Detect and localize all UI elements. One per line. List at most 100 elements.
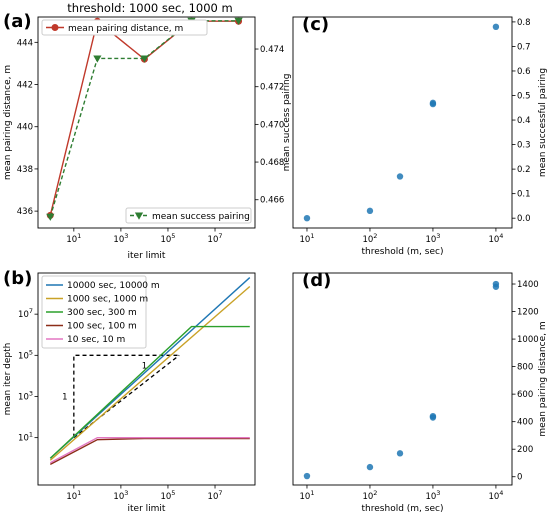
y-tick-label: 1400 (517, 280, 539, 290)
x-axis-label: iter limit (128, 251, 166, 261)
data-point (366, 463, 374, 471)
y-tick-label: 0.3 (517, 141, 531, 151)
panel-label-a: (a) (3, 11, 32, 32)
series-line-4 (49, 436, 250, 464)
x-tick-label: 101 (66, 489, 81, 502)
legend-box (41, 19, 208, 36)
x-tick-label: 104 (488, 232, 503, 245)
legend-label: 10 sec, 10 m (67, 335, 125, 345)
legend: 10000 sec, 10000 m 1000 sec, 1000 m 300 se… (41, 275, 160, 349)
x-axis-label: threshold (m, sec) (362, 247, 444, 257)
x-tick-label: 103 (425, 489, 440, 502)
y-tick-label: 101 (18, 431, 33, 444)
legend-label: mean pairing distance, m (68, 24, 183, 34)
y-tick-label: 400 (517, 418, 533, 428)
legend-box (125, 207, 252, 224)
y-tick-label: 0.4 (517, 116, 531, 126)
legend-label: 100 sec, 100 m (67, 322, 137, 332)
legend-box (41, 275, 147, 349)
legend-label: mean success pairing (152, 212, 250, 222)
x-tick-label: 107 (208, 489, 223, 502)
panel-d: 101 102 103 104 0 200 400 600 800 1000 1200 1400 thr… (292, 270, 548, 514)
series-line-1 (49, 286, 251, 461)
legend-marker (134, 212, 144, 220)
x-tick-label: 101 (299, 232, 314, 245)
x-tick-label: 101 (66, 232, 81, 245)
y-tick-label: 1000 (517, 335, 539, 345)
x-axis-label: iter limit (128, 504, 166, 514)
y-tick-label: 442 (17, 81, 33, 91)
data-point (303, 472, 311, 480)
y-tick-label: 200 (517, 445, 533, 455)
data-point (429, 414, 437, 421)
legend-bottom: mean success pairing (125, 207, 252, 224)
slope-label-vertical: 1 (62, 392, 67, 402)
legend-label: 1000 sec, 1000 m (67, 295, 148, 305)
legend-label: 300 sec, 300 m (67, 308, 137, 318)
x-tick-label: 107 (208, 232, 223, 245)
x-tick-label: 105 (160, 232, 175, 245)
y-tick-label: 0.468 (260, 158, 284, 168)
y-tick-label: 0.6 (517, 67, 531, 77)
data-point (396, 173, 404, 180)
data-point (366, 207, 374, 215)
series-line-2 (49, 325, 250, 459)
plot-area-b (37, 272, 256, 486)
data-point (93, 55, 102, 63)
x-tick-label: 103 (113, 232, 128, 245)
y-tick-label: 1200 (517, 308, 539, 318)
y-tick-label: 0.7 (517, 42, 531, 52)
figure-title: threshold: 1000 sec, 1000 m (67, 1, 232, 15)
data-point (303, 214, 311, 222)
plot-area-d (292, 272, 513, 486)
x-tick-label: 101 (299, 489, 314, 502)
y-axis-label: mean pairing distance, m (538, 321, 548, 436)
panel-label-b: (b) (3, 268, 32, 289)
data-point (492, 23, 500, 31)
series-line-1 (49, 20, 239, 217)
x-tick-label: 103 (425, 232, 440, 245)
y-tick-label: 0.5 (517, 92, 531, 102)
legend-label: 10000 sec, 10000 m (67, 281, 160, 291)
panel-c: 101 102 103 104 0.0 0.1 0.2 0.3 0.4 0.5 0.6 0.7 0.8 t… (292, 14, 548, 257)
legend-top: mean pairing distance, m (41, 19, 208, 36)
x-tick-label: 105 (160, 489, 175, 502)
y-tick-label: 0.2 (517, 165, 531, 175)
data-point (46, 213, 55, 221)
y-tick-label: 436 (17, 207, 33, 217)
plot-area-c (292, 16, 513, 229)
y-tick-label: 103 (18, 389, 33, 402)
y-axis-label: mean iter depth (3, 343, 13, 416)
data-point (234, 17, 243, 25)
y-axis-label-left: mean pairing distance, m (3, 65, 13, 180)
data-point (396, 450, 404, 457)
panel-label-c: (c) (302, 14, 329, 35)
y-tick-label: 444 (17, 38, 33, 48)
data-point (140, 55, 149, 63)
x-tick-label: 102 (362, 489, 377, 502)
x-tick-label: 104 (488, 489, 503, 502)
y-tick-label: 0.470 (260, 120, 284, 130)
x-axis-label: threshold (m, sec) (362, 504, 444, 514)
y-tick-label: 0.1 (517, 190, 531, 200)
y-tick-label: 438 (17, 165, 33, 175)
series-line-3 (49, 437, 250, 466)
y-axis-label-right: mean success pairing (282, 74, 292, 172)
y-tick-label: 0.472 (260, 83, 284, 93)
y-tick-label: 0.466 (260, 196, 284, 206)
y-tick-label: 107 (18, 307, 33, 320)
y-tick-label: 800 (517, 363, 533, 373)
y-tick-label: 0.0 (517, 214, 531, 224)
y-tick-label: 600 (517, 390, 533, 400)
y-tick-label: 440 (17, 123, 33, 133)
y-tick-label: 105 (18, 348, 33, 361)
x-tick-label: 102 (362, 232, 377, 245)
y-tick-label: 0.8 (517, 18, 531, 28)
data-point (429, 100, 437, 108)
series-line-0 (49, 19, 239, 216)
slope-label-horizontal: 1 (142, 361, 147, 371)
plot-area-a (37, 16, 256, 229)
y-tick-label: 0.474 (260, 45, 284, 55)
x-tick-label: 103 (113, 489, 128, 502)
